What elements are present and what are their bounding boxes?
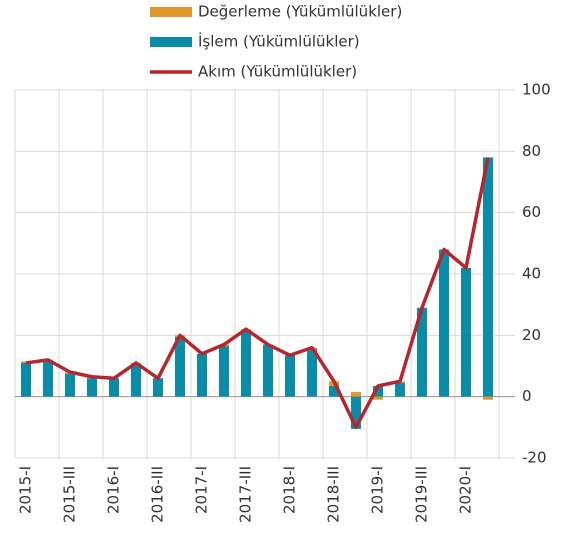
x-tick-label: 2018-III [325,466,343,523]
bar [131,364,141,397]
x-tick-label: 2019-I [369,466,387,514]
bar [373,385,383,397]
legend-label: Akım (Yükümlülükler) [198,63,357,81]
bar [373,396,383,400]
bar [351,392,361,397]
x-tick-label: 2016-III [149,466,167,523]
y-tick-label: 20 [522,326,541,344]
bar [109,378,119,397]
y-tick-label: -20 [522,449,547,467]
bar [241,330,251,397]
y-tick-label: 40 [522,265,541,283]
bar [263,344,273,397]
legend-label: İşlem (Yükümlülükler) [198,32,360,51]
bar [219,346,229,397]
bar [329,385,339,397]
legend-label: Değerleme (Yükümlülükler) [198,3,402,21]
x-tick-label: 2016-I [105,466,123,514]
bar [65,373,75,397]
y-tick-label: 0 [522,387,532,405]
y-tick-label: 80 [522,142,541,160]
x-tick-label: 2017-I [193,466,211,514]
y-tick-label: 100 [522,81,551,99]
legend-swatch [150,7,192,17]
bar [395,382,405,397]
x-tick-label: 2018-I [281,466,299,514]
bar [351,396,361,429]
y-tick-label: 60 [522,203,541,221]
bar [43,361,53,397]
x-tick-label: 2020-I [457,466,475,514]
bar [439,249,449,397]
bar [417,307,427,397]
bar [307,349,317,397]
bar [285,355,295,397]
bar [197,353,207,397]
x-tick-label: 2019-III [413,466,431,523]
bar [21,362,31,397]
legend-swatch [150,37,192,47]
bar [461,267,471,397]
bar [175,336,185,397]
line [25,157,490,430]
bar [87,378,97,397]
bar [483,396,493,400]
bar [483,157,493,397]
x-tick-label: 2015-I [17,466,35,514]
x-tick-label: 2015-III [61,466,79,523]
x-tick-label: 2017-III [237,466,255,523]
bar [153,378,163,397]
